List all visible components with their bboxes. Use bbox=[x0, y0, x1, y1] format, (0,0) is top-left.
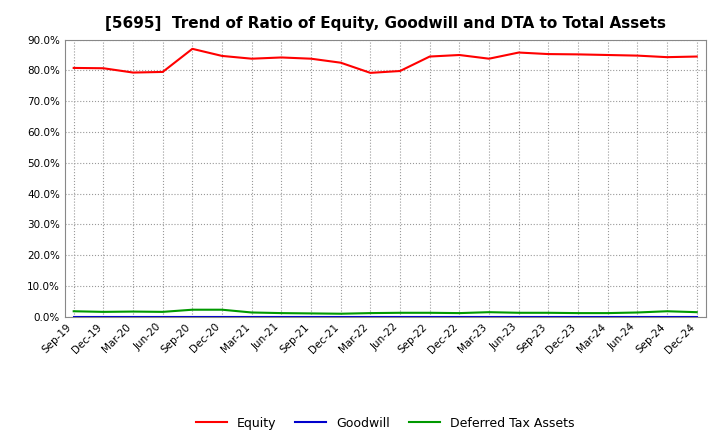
Deferred Tax Assets bbox=[662, 308, 671, 314]
Goodwill bbox=[485, 314, 493, 319]
Equity bbox=[248, 56, 256, 61]
Deferred Tax Assets bbox=[544, 310, 553, 315]
Goodwill bbox=[188, 314, 197, 319]
Legend: Equity, Goodwill, Deferred Tax Assets: Equity, Goodwill, Deferred Tax Assets bbox=[191, 412, 580, 435]
Goodwill bbox=[217, 314, 226, 319]
Equity bbox=[455, 52, 464, 58]
Goodwill bbox=[366, 314, 374, 319]
Goodwill bbox=[158, 314, 167, 319]
Equity bbox=[633, 53, 642, 58]
Equity bbox=[158, 69, 167, 74]
Deferred Tax Assets bbox=[426, 310, 434, 315]
Deferred Tax Assets bbox=[307, 311, 315, 316]
Goodwill bbox=[336, 314, 345, 319]
Equity bbox=[277, 55, 286, 60]
Equity bbox=[69, 65, 78, 70]
Goodwill bbox=[544, 314, 553, 319]
Deferred Tax Assets bbox=[129, 309, 138, 314]
Deferred Tax Assets bbox=[188, 307, 197, 312]
Deferred Tax Assets bbox=[633, 310, 642, 315]
Goodwill bbox=[396, 314, 405, 319]
Equity bbox=[396, 68, 405, 73]
Line: Equity: Equity bbox=[73, 49, 697, 73]
Goodwill bbox=[129, 314, 138, 319]
Equity bbox=[693, 54, 701, 59]
Goodwill bbox=[603, 314, 612, 319]
Equity bbox=[514, 50, 523, 55]
Goodwill bbox=[426, 314, 434, 319]
Goodwill bbox=[574, 314, 582, 319]
Deferred Tax Assets bbox=[158, 309, 167, 315]
Equity bbox=[188, 46, 197, 51]
Goodwill bbox=[662, 314, 671, 319]
Title: [5695]  Trend of Ratio of Equity, Goodwill and DTA to Total Assets: [5695] Trend of Ratio of Equity, Goodwil… bbox=[104, 16, 666, 32]
Deferred Tax Assets bbox=[217, 307, 226, 312]
Deferred Tax Assets bbox=[336, 311, 345, 316]
Goodwill bbox=[307, 314, 315, 319]
Goodwill bbox=[455, 314, 464, 319]
Deferred Tax Assets bbox=[69, 308, 78, 314]
Deferred Tax Assets bbox=[248, 310, 256, 315]
Equity bbox=[544, 51, 553, 57]
Line: Deferred Tax Assets: Deferred Tax Assets bbox=[73, 310, 697, 314]
Equity bbox=[485, 56, 493, 61]
Deferred Tax Assets bbox=[396, 310, 405, 315]
Goodwill bbox=[514, 314, 523, 319]
Deferred Tax Assets bbox=[574, 311, 582, 316]
Equity bbox=[336, 60, 345, 65]
Deferred Tax Assets bbox=[603, 311, 612, 316]
Deferred Tax Assets bbox=[514, 310, 523, 315]
Equity bbox=[574, 52, 582, 57]
Deferred Tax Assets bbox=[693, 309, 701, 315]
Goodwill bbox=[99, 314, 108, 319]
Equity bbox=[662, 55, 671, 60]
Goodwill bbox=[248, 314, 256, 319]
Deferred Tax Assets bbox=[99, 309, 108, 315]
Equity bbox=[426, 54, 434, 59]
Equity bbox=[129, 70, 138, 75]
Equity bbox=[307, 56, 315, 61]
Equity bbox=[99, 66, 108, 71]
Goodwill bbox=[693, 314, 701, 319]
Equity bbox=[217, 53, 226, 59]
Deferred Tax Assets bbox=[277, 311, 286, 316]
Deferred Tax Assets bbox=[366, 311, 374, 316]
Goodwill bbox=[277, 314, 286, 319]
Equity bbox=[366, 70, 374, 76]
Goodwill bbox=[69, 314, 78, 319]
Deferred Tax Assets bbox=[455, 311, 464, 316]
Equity bbox=[603, 52, 612, 58]
Deferred Tax Assets bbox=[485, 309, 493, 315]
Goodwill bbox=[633, 314, 642, 319]
